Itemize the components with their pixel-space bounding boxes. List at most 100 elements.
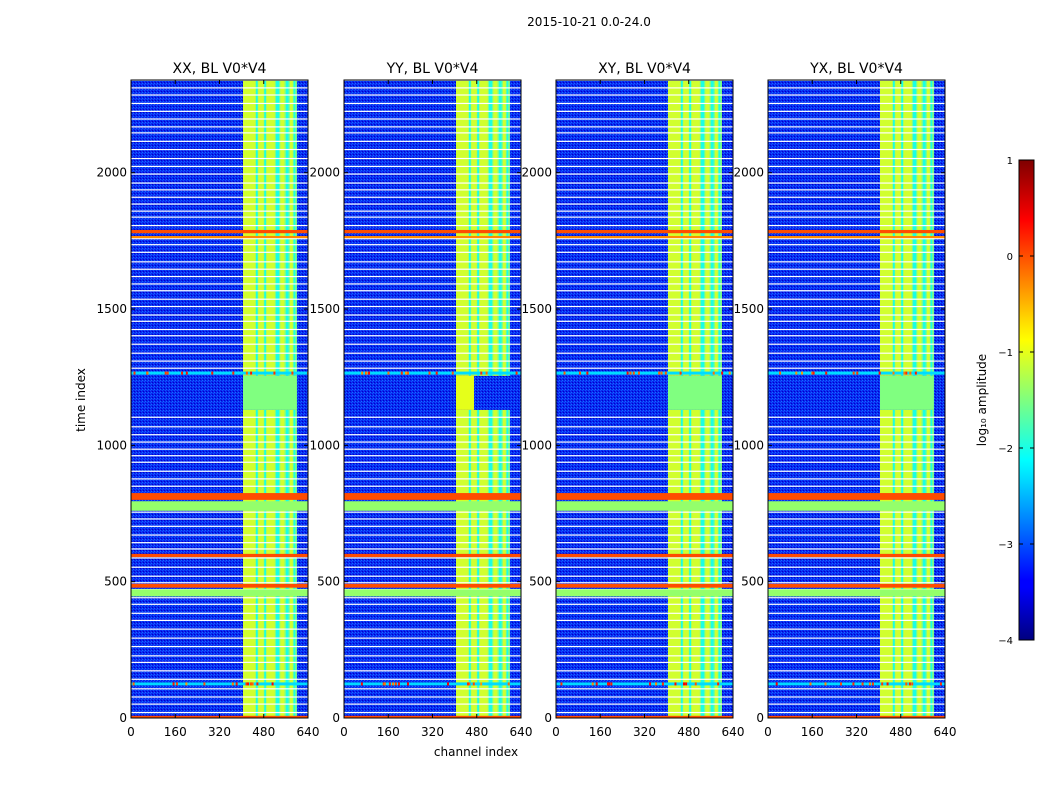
flagged-row [768, 118, 945, 120]
speckle [271, 682, 274, 686]
flagged-row [131, 470, 308, 472]
x-tick-label: 320 [208, 725, 231, 739]
flagged-row [131, 261, 308, 263]
flagged-row [344, 478, 521, 480]
speckle [712, 371, 715, 375]
bright-time-band [556, 589, 733, 597]
panel-1: XX, BL V0*V4 0 160 320 480 640 0 500 1000 1500 200… [96, 61, 319, 739]
speckle [812, 371, 815, 375]
colorbar-tick-label: −1 [998, 348, 1013, 359]
flagged-row [131, 696, 308, 698]
flagged-row [344, 637, 521, 639]
speckle [903, 371, 906, 375]
speckle [397, 682, 400, 686]
y-tick-label: 1500 [521, 302, 552, 316]
speckle [578, 371, 581, 375]
flagged-row [344, 661, 521, 663]
bright-time-band [131, 235, 308, 239]
flagged-row [768, 597, 945, 599]
flagged-row [131, 485, 308, 487]
speckle [801, 371, 804, 375]
flagged-row [768, 670, 945, 672]
flagged-row [768, 434, 945, 436]
flagged-row [556, 118, 733, 120]
speckle [655, 682, 658, 686]
flagged-row [131, 628, 308, 630]
flagged-row [768, 566, 945, 568]
speckle [400, 371, 403, 375]
flagged-row [768, 575, 945, 577]
flagged-row [344, 696, 521, 698]
flagged-row [344, 485, 521, 487]
panel-title: YX, BL V0*V4 [809, 61, 903, 77]
flagged-row [131, 416, 308, 418]
y-tick-label: 1000 [309, 438, 340, 452]
flagged-row [131, 518, 308, 520]
bright-time-band [768, 583, 945, 588]
speckle-row [556, 682, 733, 686]
x-tick-label: 320 [845, 725, 868, 739]
x-tick-label: 480 [889, 725, 912, 739]
y-tick-label: 0 [119, 711, 127, 725]
flagged-row [556, 283, 733, 285]
flagged-row [556, 126, 733, 128]
flagged-row [131, 275, 308, 278]
y-tick-label: 500 [104, 575, 127, 589]
x-tick-label: 160 [801, 725, 824, 739]
speckle [911, 682, 914, 686]
speckle [185, 682, 188, 686]
flagged-row [344, 314, 521, 316]
flagged-row [344, 148, 521, 151]
flagged-row [344, 140, 521, 142]
speckle [507, 682, 510, 686]
speckle [250, 371, 253, 375]
speckle [871, 682, 874, 686]
speckle [886, 682, 889, 686]
speckle [166, 371, 169, 375]
speckle [632, 371, 635, 375]
speckle [388, 682, 391, 686]
flagged-row [556, 210, 733, 212]
flagged-row [768, 461, 945, 463]
flagged-row [131, 251, 308, 253]
speckle [485, 371, 488, 375]
bright-time-band [131, 589, 308, 597]
colorbar-tick-label: −2 [998, 444, 1013, 455]
flagged-row [556, 87, 733, 89]
flagged-row [556, 661, 733, 663]
flagged-row [768, 305, 945, 308]
speckle-row [131, 682, 308, 686]
flagged-row [556, 582, 733, 584]
y-tick-label: 500 [317, 575, 340, 589]
figure-suptitle: 2015-10-21 0.0-24.0 [527, 15, 651, 29]
flagged-row [131, 548, 308, 550]
flagged-row [131, 94, 308, 96]
flagged-row [556, 275, 733, 278]
flagged-row [131, 670, 308, 672]
colorbar: 1 0 −1 −2 −3 −4 log₁₀ amplitude [975, 156, 1035, 647]
flagged-row [556, 352, 733, 354]
flagged-row [344, 360, 521, 362]
speckle [468, 682, 471, 686]
flagged-row [344, 461, 521, 463]
speckle [406, 371, 409, 375]
flagged-row [131, 478, 308, 480]
flagged-row [344, 335, 521, 337]
quiet-band-bright-region [456, 375, 474, 410]
bright-time-band [131, 583, 308, 588]
y-tick-label: 2000 [309, 166, 340, 180]
speckle [939, 682, 942, 686]
flagged-row [131, 511, 308, 513]
speckle [629, 371, 632, 375]
flagged-row [131, 283, 308, 285]
flagged-row [344, 655, 521, 657]
heatmap-image [344, 80, 521, 718]
speckle [146, 371, 149, 375]
speckle [235, 682, 238, 686]
x-tick-label: 480 [252, 725, 275, 739]
colorbar-ticks: 1 0 −1 −2 −3 −4 [998, 156, 1034, 647]
y-tick-label: 0 [332, 711, 340, 725]
bright-time-band [344, 235, 521, 239]
flagged-row [768, 261, 945, 263]
flagged-row [131, 661, 308, 663]
